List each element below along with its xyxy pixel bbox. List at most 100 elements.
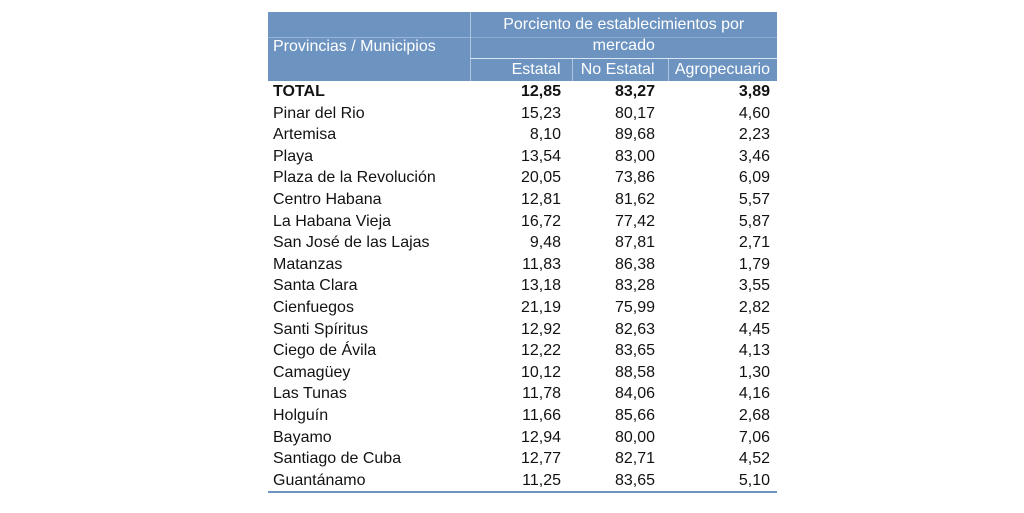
table-row: Las Tunas 11,78 84,06 4,16: [268, 383, 777, 405]
cell-province: Ciego de Ávila: [273, 342, 377, 360]
table-row: Artemisa 8,10 89,68 2,23: [268, 124, 777, 146]
cell-no-estatal: 83,27: [614, 83, 655, 100]
cell-province: Santi Spíritus: [273, 320, 369, 338]
table-row: Santiago de Cuba 12,77 82,71 4,52: [268, 448, 777, 470]
cell-estatal: 11,83: [522, 255, 561, 273]
cell-estatal: 8,10: [529, 126, 561, 144]
column-header-agropecuario: Agropecuario: [667, 58, 777, 81]
table-row: La Habana Vieja 16,72 77,42 5,87: [268, 211, 777, 233]
cell-agropecuario: 2,68: [738, 406, 770, 424]
column-header-no-estatal: No Estatal: [571, 58, 668, 81]
cell-province: Cienfuegos: [273, 298, 354, 316]
cell-no-estatal: 88,58: [614, 363, 655, 381]
cell-province: Playa: [273, 147, 314, 165]
cell-estatal: 9,48: [529, 234, 561, 252]
cell-province: Santa Clara: [273, 277, 358, 295]
cell-agropecuario: 4,60: [738, 104, 770, 122]
cell-estatal: 12,77: [520, 450, 561, 468]
cell-estatal: 21,19: [520, 298, 561, 316]
data-table: Provincias / Municipios Porciento de est…: [268, 12, 777, 494]
cell-estatal: 10,12: [520, 363, 561, 381]
table-row: TOTAL 12,85 83,27 3,89: [268, 81, 777, 103]
cell-estatal: 12,81: [520, 190, 561, 208]
cell-estatal: 12,92: [520, 320, 561, 338]
table-row: Santi Spíritus 12,92 82,63 4,45: [268, 319, 777, 341]
cell-province: Artemisa: [273, 126, 337, 144]
cell-no-estatal: 73,86: [614, 169, 655, 187]
cell-agropecuario: 4,13: [738, 342, 770, 360]
cell-agropecuario: 4,45: [738, 320, 770, 338]
cell-no-estatal: 77,42: [614, 212, 655, 230]
cell-estatal: 11,66: [522, 406, 561, 424]
table-row: Guantánamo 11,25 83,65 5,10: [268, 470, 777, 493]
column-header-provinces: Provincias / Municipios: [268, 12, 471, 81]
table-body: TOTAL 12,85 83,27 3,89 Pinar del Rio 15,23 80,…: [268, 81, 777, 492]
cell-agropecuario: 2,82: [738, 298, 770, 316]
cell-estatal: 12,22: [520, 342, 561, 360]
cell-agropecuario: 1,30: [738, 363, 770, 381]
cell-province: TOTAL: [273, 83, 325, 100]
cell-agropecuario: 4,52: [738, 450, 770, 468]
cell-no-estatal: 84,06: [614, 385, 655, 403]
cell-estatal: 16,72: [520, 212, 561, 230]
table-row: Holguín 11,66 85,66 2,68: [268, 405, 777, 427]
cell-no-estatal: 89,68: [614, 126, 655, 144]
cell-agropecuario: 3,89: [738, 83, 770, 100]
cell-agropecuario: 2,23: [738, 126, 770, 144]
cell-no-estatal: 83,00: [614, 147, 655, 165]
cell-agropecuario: 2,71: [738, 234, 770, 252]
cell-estatal: 12,85: [520, 83, 561, 100]
table-row: Matanzas 11,83 86,38 1,79: [268, 254, 777, 276]
cell-no-estatal: 82,71: [614, 450, 655, 468]
cell-province: Guantánamo: [273, 471, 366, 489]
cell-no-estatal: 75,99: [614, 298, 655, 316]
cell-estatal: 13,18: [520, 277, 561, 295]
cell-estatal: 11,78: [522, 385, 561, 403]
cell-province: Holguín: [273, 406, 329, 424]
table-header: Provincias / Municipios Porciento de est…: [268, 12, 777, 81]
cell-province: La Habana Vieja: [273, 212, 392, 230]
cell-agropecuario: 3,55: [738, 277, 770, 295]
statistics-table: Provincias / Municipios Porciento de est…: [268, 12, 777, 494]
cell-province: Matanzas: [273, 255, 343, 273]
cell-no-estatal: 83,65: [614, 471, 655, 489]
cell-estatal: 20,05: [520, 169, 561, 187]
table-row: Plaza de la Revolución 20,05 73,86 6,09: [268, 167, 777, 189]
column-header-estatal: Estatal: [470, 58, 572, 81]
cell-agropecuario: 6,09: [738, 169, 770, 187]
cell-province: Las Tunas: [273, 385, 347, 403]
cell-agropecuario: 3,46: [738, 147, 770, 165]
cell-agropecuario: 5,57: [738, 190, 770, 208]
cell-province: Bayamo: [273, 428, 332, 446]
cell-no-estatal: 86,38: [614, 255, 655, 273]
table-row: Centro Habana 12,81 81,62 5,57: [268, 189, 777, 211]
table-row: Cienfuegos 21,19 75,99 2,82: [268, 297, 777, 319]
cell-estatal: 15,23: [520, 104, 561, 122]
cell-agropecuario: 7,06: [738, 428, 770, 446]
column-group-header: Porciento de establecimientos por mercad…: [470, 12, 777, 59]
cell-agropecuario: 5,10: [738, 471, 770, 489]
column-group-title: Porciento de establecimientos por mercad…: [503, 16, 745, 54]
cell-no-estatal: 83,28: [614, 277, 655, 295]
cell-estatal: 13,54: [520, 147, 561, 165]
cell-agropecuario: 4,16: [738, 385, 770, 403]
table-row: San José de las Lajas 9,48 87,81 2,71: [268, 232, 777, 254]
table-row: Santa Clara 13,18 83,28 3,55: [268, 275, 777, 297]
cell-province: Pinar del Rio: [273, 104, 365, 122]
cell-province: Centro Habana: [273, 190, 382, 208]
cell-province: San José de las Lajas: [273, 234, 430, 252]
cell-no-estatal: 81,62: [614, 190, 655, 208]
cell-agropecuario: 5,87: [738, 212, 770, 230]
cell-estatal: 12,94: [520, 428, 561, 446]
table-row: Bayamo 12,94 80,00 7,06: [268, 427, 777, 449]
cell-province: Camagüey: [273, 363, 351, 381]
table-row: Ciego de Ávila 12,22 83,65 4,13: [268, 340, 777, 362]
table-row: Camagüey 10,12 88,58 1,30: [268, 362, 777, 384]
cell-no-estatal: 87,81: [614, 234, 655, 252]
cell-no-estatal: 82,63: [614, 320, 655, 338]
cell-no-estatal: 80,00: [614, 428, 655, 446]
cell-estatal: 11,25: [522, 471, 561, 489]
cell-agropecuario: 1,79: [738, 255, 770, 273]
cell-no-estatal: 85,66: [614, 406, 655, 424]
cell-no-estatal: 80,17: [614, 104, 655, 122]
